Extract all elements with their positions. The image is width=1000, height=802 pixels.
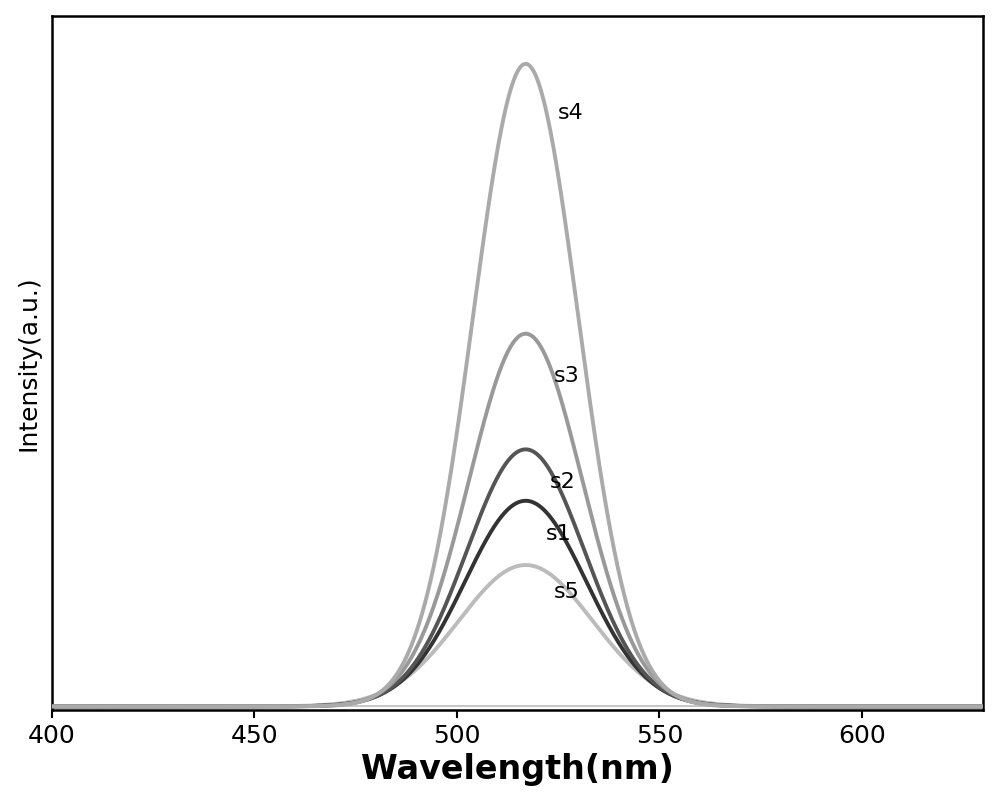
Text: s3: s3 <box>554 366 580 386</box>
Text: s1: s1 <box>546 523 572 543</box>
X-axis label: Wavelength(nm): Wavelength(nm) <box>361 752 674 785</box>
Text: s2: s2 <box>550 472 576 492</box>
Y-axis label: Intensity(a.u.): Intensity(a.u.) <box>17 275 41 451</box>
Text: s4: s4 <box>558 103 584 123</box>
Text: s5: s5 <box>554 581 580 601</box>
